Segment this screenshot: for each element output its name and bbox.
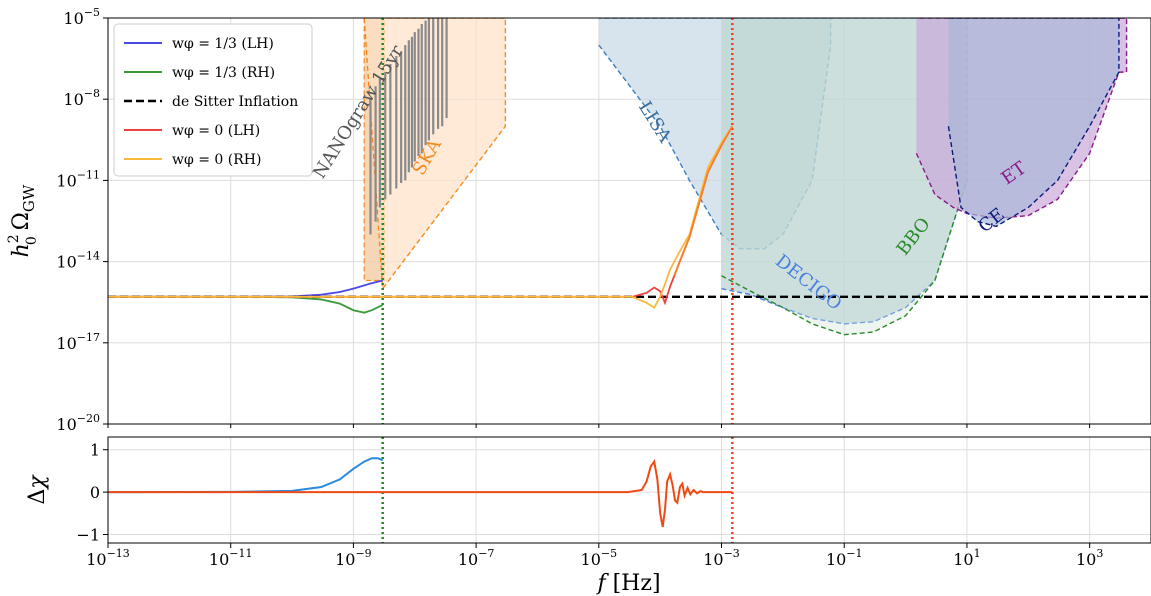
legend-label: de Sitter Inflation	[172, 94, 298, 110]
top-y-tick-label: 10−11	[56, 168, 100, 190]
bottom-series-line	[108, 459, 733, 528]
top-y-tick-label: 10−20	[56, 412, 100, 434]
bottom-y-tick-label: 0	[90, 483, 100, 502]
legend-label: wφ = 0 (LH)	[172, 123, 260, 139]
region-decigo	[721, 18, 968, 325]
series-line	[673, 125, 734, 277]
top-y-tick-label: 10−14	[56, 250, 100, 272]
bottom-y-tick-label: 1	[90, 441, 100, 460]
top-series	[108, 125, 1151, 314]
x-tick-label: 10−1	[826, 547, 863, 569]
top-y-tick-label: 10−17	[56, 331, 100, 353]
top-y-tick-label: 10−5	[63, 6, 100, 28]
x-tick-label: 10−13	[86, 547, 130, 569]
legend-label: wφ = 1/3 (RH)	[172, 65, 275, 81]
x-tick-label: 103	[1076, 547, 1103, 569]
bottom-series	[108, 457, 733, 528]
bottom-y-label: Δχ	[25, 474, 50, 505]
x-tick-label: 10−7	[458, 547, 495, 569]
top-frame	[107, 17, 1151, 425]
x-tick-label: 10−11	[209, 547, 253, 569]
bottom-y-ticks: 1 0 −1	[76, 441, 108, 545]
region-ce-fill	[948, 18, 1119, 227]
legend: wφ = 1/3 (LH) wφ = 1/3 (RH) de Sitter Infl…	[113, 23, 313, 177]
region-et	[915, 18, 1128, 219]
region-bbo	[721, 180, 968, 336]
legend-box	[113, 23, 313, 177]
x-ticks: 10−13 10−11 10−9 10−7 10−5 10−3 10−1 101 103	[86, 543, 1103, 569]
legend-label: wφ = 1/3 (LH)	[172, 36, 274, 52]
x-tick-label: 10−5	[581, 547, 618, 569]
x-tick-label: 10−9	[335, 547, 372, 569]
top-y-tick-label: 10−8	[63, 87, 100, 109]
x-axis-label: f [Hz]	[595, 571, 660, 596]
series-line	[108, 125, 734, 309]
region-ska-fill	[364, 18, 506, 289]
bottom-ylabel-text: Δχ	[25, 474, 50, 505]
x-tick-label: 101	[953, 547, 980, 569]
bottom-plot-area	[108, 437, 1151, 543]
region-decigo-fill	[721, 18, 967, 324]
region-ce	[947, 18, 1120, 228]
legend-label: wφ = 0 (RH)	[172, 152, 261, 168]
bottom-frame	[107, 436, 1151, 544]
x-tick-label: 10−3	[703, 547, 740, 569]
bottom-panel: 1 0 −1 10−13 10−11 10−9 10−7 10−5 10−3 10−1 101 10…	[25, 436, 1151, 596]
top-y-label: h02ΩGW	[6, 184, 40, 257]
top-regions	[363, 18, 1128, 336]
region-bbo-fill	[721, 18, 967, 335]
top-y-ticks: 10−20 10−17 10−14 10−11 10−8 10−5	[56, 6, 1091, 434]
top-ylabel-text: h02ΩGW	[6, 184, 40, 257]
bottom-y-tick-label: −1	[76, 526, 100, 545]
